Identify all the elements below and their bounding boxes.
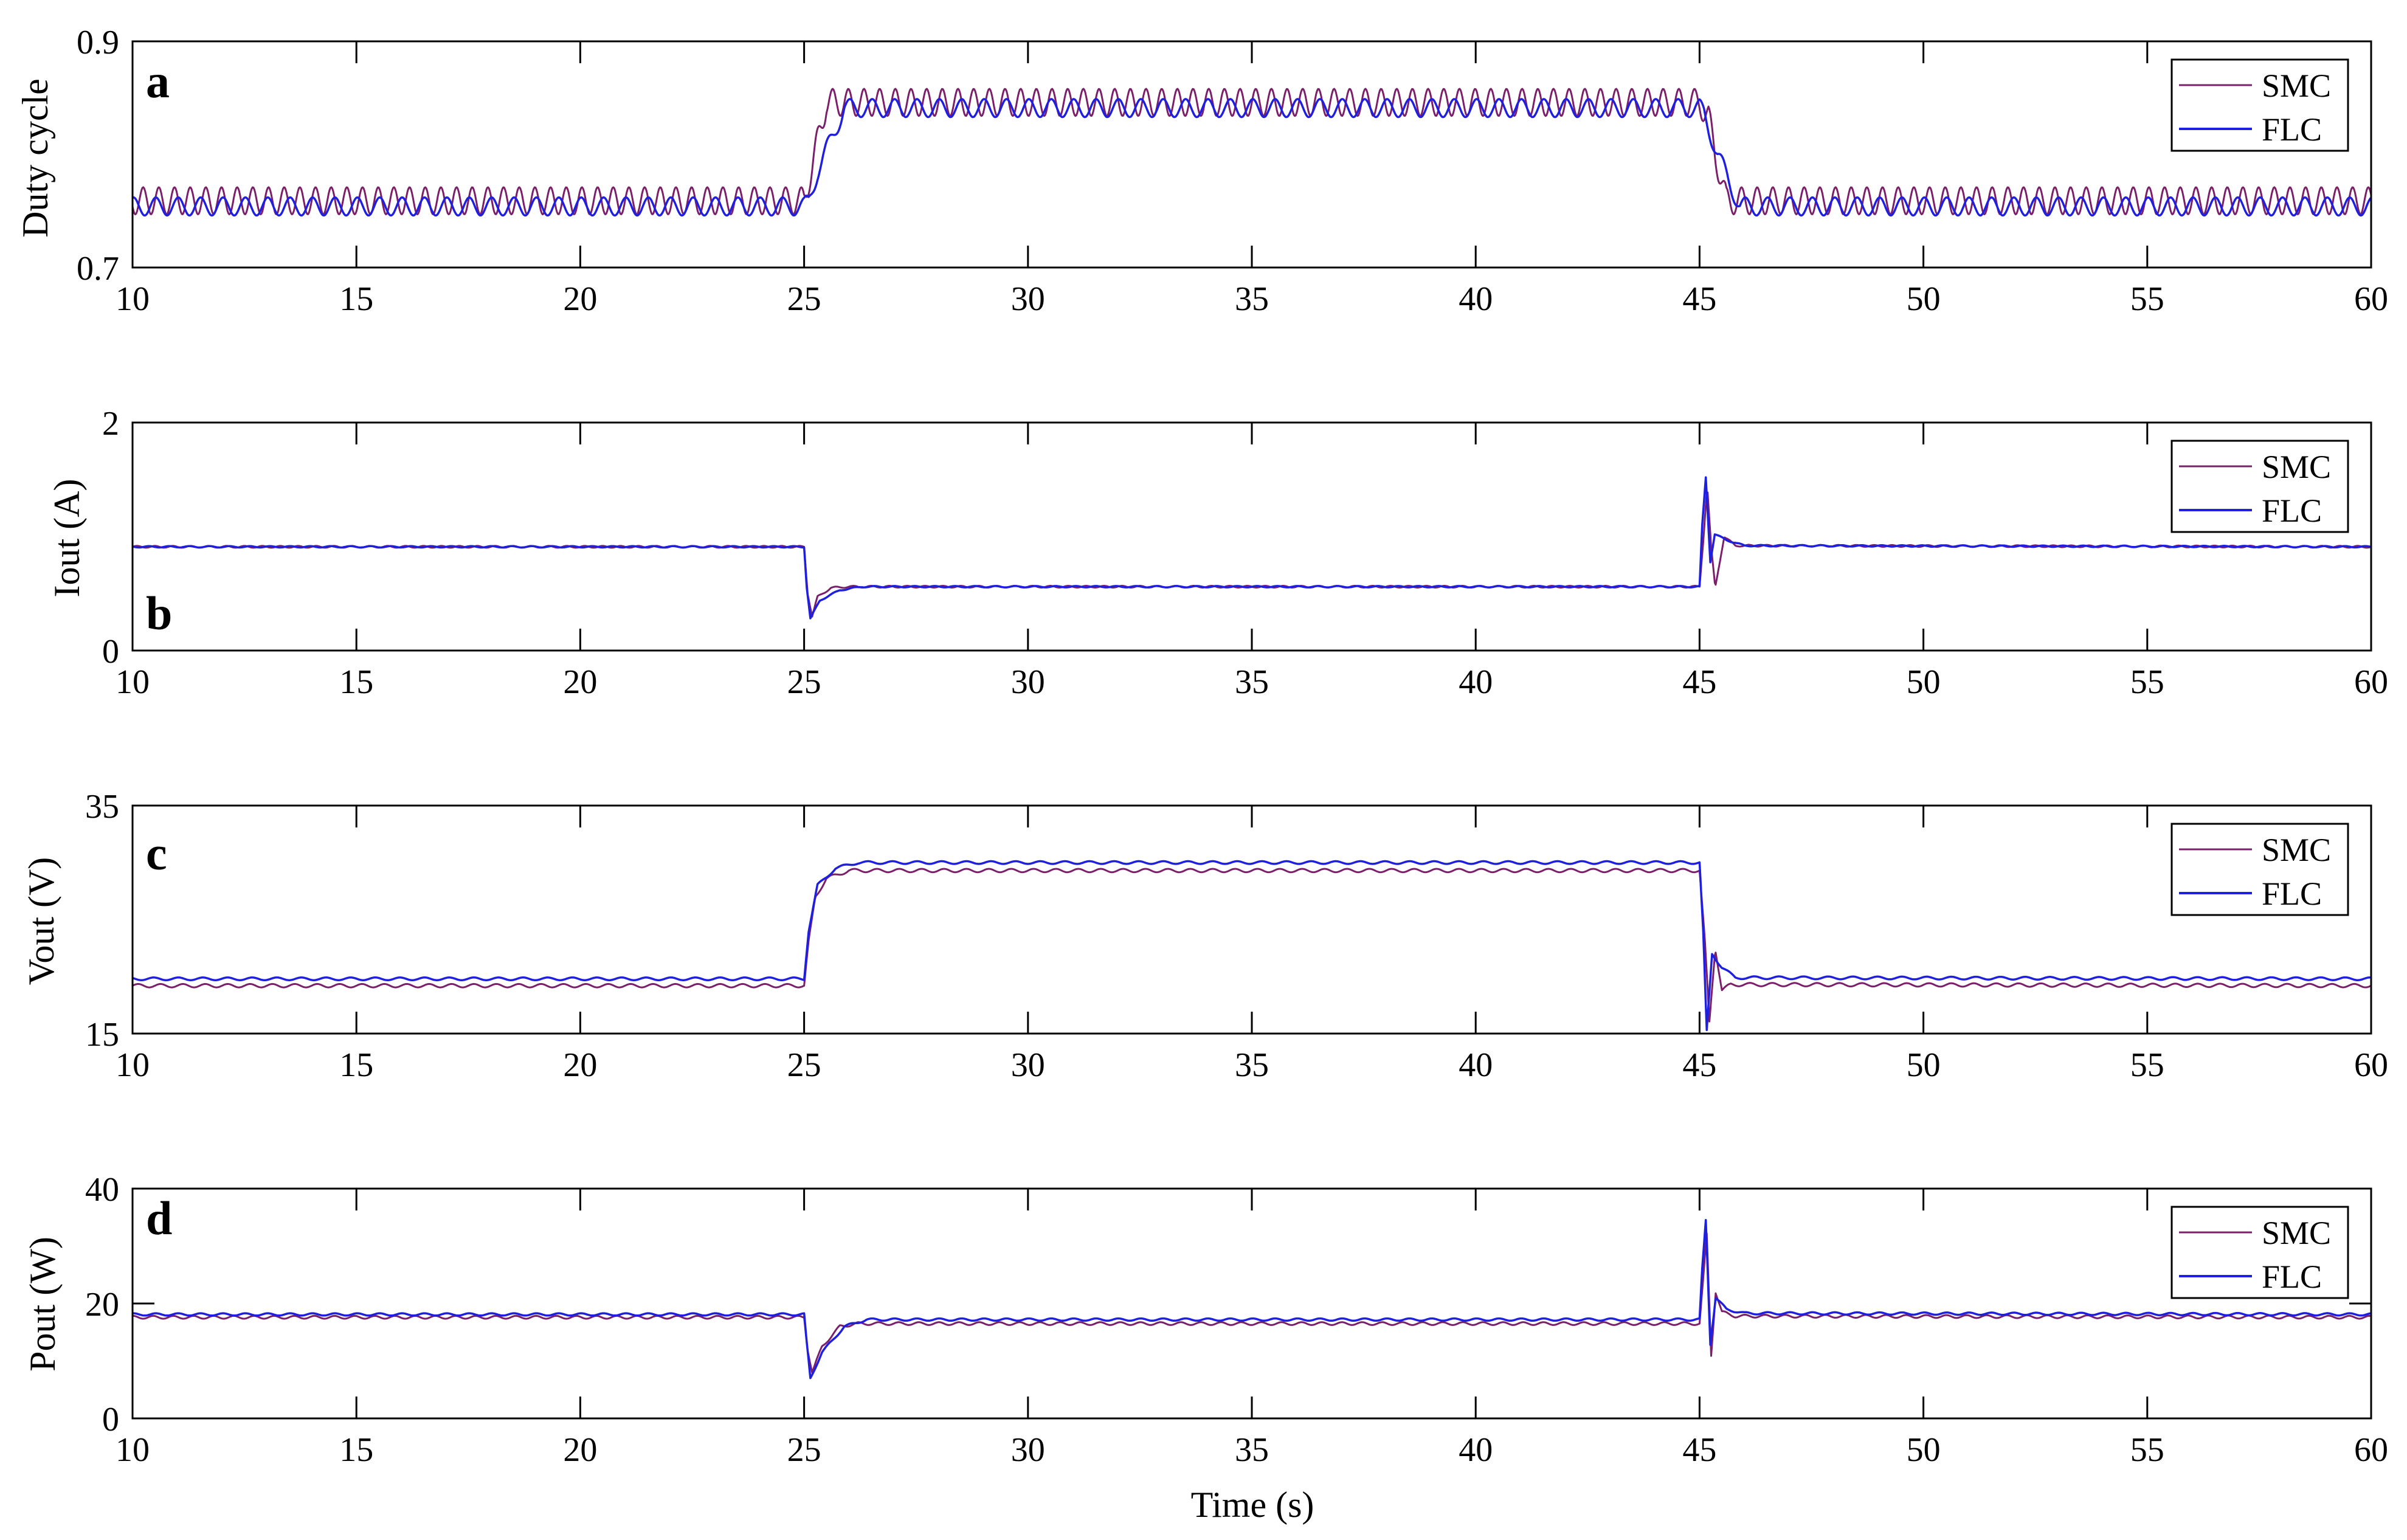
panel-b-xtick-label: 20 <box>563 663 597 701</box>
panel-c-legend-label-flc: FLC <box>2262 875 2322 912</box>
panel-c-legend <box>2170 823 2349 916</box>
panel-b-xtick-label: 35 <box>1235 663 1269 701</box>
panel-a-legend-label-flc: FLC <box>2262 111 2322 148</box>
panel-c-xtick-label: 15 <box>339 1046 373 1084</box>
panel-d-xtick-label: 35 <box>1235 1431 1269 1469</box>
panel-a-xtick-label: 40 <box>1459 280 1493 318</box>
panel-b-ytick-label: 0 <box>102 633 119 671</box>
panel-d-xtick-label: 40 <box>1459 1431 1493 1469</box>
x-axis-label: Time (s) <box>1191 1485 1314 1525</box>
panel-a-xtick-label: 30 <box>1011 280 1045 318</box>
panel-c-ytick-label: 35 <box>85 788 119 826</box>
panel-d: 10 15 20 25 30 35 40 45 50 55 60 0 20 40 SMC FLC Pout (… <box>22 1171 2388 1525</box>
panel-d-plot-area <box>133 1189 2371 1418</box>
panel-d-xtick-label: 50 <box>1907 1431 1941 1469</box>
panel-d-series-flc <box>132 1219 2372 1379</box>
panel-c-xtick-label: 30 <box>1011 1046 1045 1084</box>
panel-b-xtick-label: 15 <box>339 663 373 701</box>
panel-d-xtick-label: 20 <box>563 1431 597 1469</box>
panel-a-xtick-label: 50 <box>1907 280 1941 318</box>
panel-c-series-smc <box>132 868 2372 1023</box>
panel-b-xtick-label: 60 <box>2354 663 2388 701</box>
panel-a-plot: 10 15 20 25 30 35 40 45 50 55 60 0.7 0.9 SMC FLC <box>77 24 2388 318</box>
panel-b-xtick-label: 25 <box>787 663 821 701</box>
panel-a-legend <box>2170 58 2349 152</box>
panel-b-series-flc <box>132 476 2372 620</box>
panel-d-xtick-label: 30 <box>1011 1431 1045 1469</box>
panel-b-xtick-label: 10 <box>116 663 150 701</box>
panel-d-plot: 10 15 20 25 30 35 40 45 50 55 60 0 20 40 SMC FLC <box>85 1171 2388 1469</box>
panel-b-legend <box>2170 440 2349 533</box>
panel-a-ytick-label: 0.9 <box>77 24 119 61</box>
panel-a-xtick-label: 45 <box>1682 280 1716 318</box>
panel-a-xtick-label: 35 <box>1235 280 1269 318</box>
panel-a-legend-label-smc: SMC <box>2262 67 2331 104</box>
panel-d-ytick-label: 0 <box>102 1401 119 1438</box>
panel-c-xtick-label: 40 <box>1459 1046 1493 1084</box>
panel-b-xtick-label: 30 <box>1011 663 1045 701</box>
panel-a-ytick-label: 0.7 <box>77 250 119 288</box>
panel-b-legend-label-smc: SMC <box>2262 449 2331 485</box>
panel-d-legend-label-flc: FLC <box>2262 1259 2322 1295</box>
panel-c-legend-label-smc: SMC <box>2262 832 2331 868</box>
panel-c-xtick-label: 10 <box>116 1046 150 1084</box>
panel-c-letter: c <box>146 827 167 880</box>
panel-b-legend-label-flc: FLC <box>2262 492 2322 529</box>
panel-c-xtick-label: 45 <box>1682 1046 1716 1084</box>
panel-c-ylabel: Vout (V) <box>21 857 61 986</box>
panel-b-plot-area <box>133 423 2371 651</box>
panel-d-ytick-label: 40 <box>85 1171 119 1209</box>
panel-a-ylabel: Duty cycle <box>15 78 55 238</box>
panel-d-ylabel: Pout (W) <box>22 1237 63 1372</box>
panel-c-xtick-label: 60 <box>2354 1046 2388 1084</box>
panel-d-series-smc <box>132 1232 2372 1374</box>
panel-c-plot-area <box>133 806 2371 1034</box>
panel-c-series-flc <box>132 860 2372 1031</box>
panel-c-xtick-label: 20 <box>563 1046 597 1084</box>
panel-d-xtick-label: 45 <box>1682 1431 1716 1469</box>
panel-c-xtick-label: 50 <box>1907 1046 1941 1084</box>
panel-a-series-flc <box>132 98 2372 217</box>
panel-d-xtick-label: 25 <box>787 1431 821 1469</box>
panel-c-ytick-label: 15 <box>85 1016 119 1054</box>
panel-d-legend-label-smc: SMC <box>2262 1215 2331 1251</box>
panel-a-xtick-label: 60 <box>2354 280 2388 318</box>
panel-b-ylabel: Iout (A) <box>47 479 87 598</box>
panel-a-xtick-label: 25 <box>787 280 821 318</box>
panel-a-xtick-label: 10 <box>116 280 150 318</box>
panel-b-letter: b <box>146 587 172 640</box>
panel-c-xtick-label: 55 <box>2130 1046 2164 1084</box>
panel-b-xtick-label: 45 <box>1682 663 1716 701</box>
panel-a-xtick-label: 55 <box>2130 280 2164 318</box>
panel-a-xtick-label: 15 <box>339 280 373 318</box>
panel-b-plot: 10 15 20 25 30 35 40 45 50 55 60 0 2 SMC FLC <box>102 405 2388 701</box>
panel-b-xtick-label: 55 <box>2130 663 2164 701</box>
panel-a: 10 15 20 25 30 35 40 45 50 55 60 0.7 0.9 SMC FLC Duty … <box>15 24 2388 318</box>
panel-d-letter: d <box>146 1192 172 1245</box>
panel-b-xtick-label: 50 <box>1907 663 1941 701</box>
panel-c-xtick-label: 25 <box>787 1046 821 1084</box>
panel-d-xtick-label: 60 <box>2354 1431 2388 1469</box>
panel-a-xtick-label: 20 <box>563 280 597 318</box>
panel-d-xtick-label: 55 <box>2130 1431 2164 1469</box>
panel-d-ytick-label: 20 <box>85 1286 119 1324</box>
panel-d-xtick-label: 10 <box>116 1431 150 1469</box>
panel-b-ytick-label: 2 <box>102 405 119 443</box>
panel-b-xtick-label: 40 <box>1459 663 1493 701</box>
panel-c-xtick-label: 35 <box>1235 1046 1269 1084</box>
panel-d-legend <box>2170 1206 2349 1299</box>
panel-d-xtick-label: 15 <box>339 1431 373 1469</box>
panel-a-plot-area <box>133 41 2371 268</box>
panel-a-letter: a <box>146 55 170 108</box>
